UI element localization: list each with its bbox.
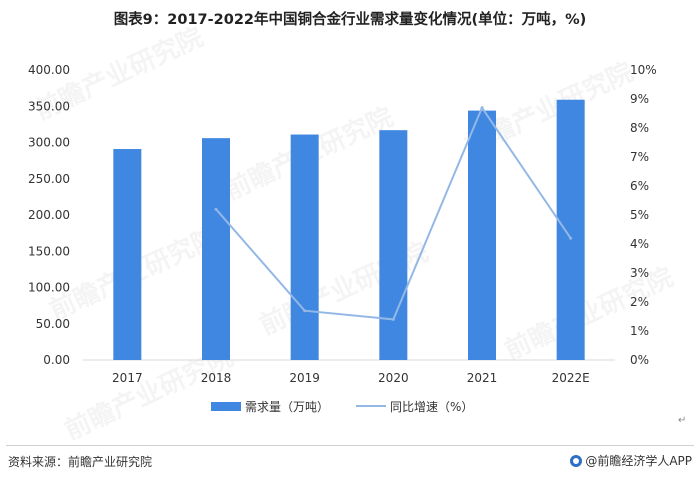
bar-2021 xyxy=(468,110,496,360)
legend-line-label: 同比增速（%） xyxy=(390,400,473,414)
left-tick-label: 400.00 xyxy=(28,63,70,77)
left-tick-label: 200.00 xyxy=(28,208,70,222)
growth-point-2020 xyxy=(391,317,395,321)
right-tick-label: 2% xyxy=(630,295,649,309)
left-tick-label: 0.00 xyxy=(43,353,70,367)
return-mark: ↵ xyxy=(678,415,687,426)
x-tick-label: 2018 xyxy=(201,371,232,385)
right-tick-label: 9% xyxy=(630,92,649,106)
right-tick-label: 3% xyxy=(630,266,649,280)
bar-2017 xyxy=(113,149,142,360)
footer-divider xyxy=(6,445,694,446)
right-tick-label: 5% xyxy=(630,208,649,222)
left-tick-label: 50.00 xyxy=(36,317,70,331)
growth-point-2018 xyxy=(214,207,218,211)
right-tick-label: 10% xyxy=(630,63,657,77)
right-tick-label: 1% xyxy=(630,324,649,338)
x-tick-label: 2022E xyxy=(552,371,590,385)
bar-2018 xyxy=(202,138,230,360)
chart-title: 图表9：2017-2022年中国铜合金行业需求量变化情况(单位：万吨，%) xyxy=(113,12,587,28)
legend-bar-label: 需求量（万吨） xyxy=(245,400,329,414)
left-tick-label: 300.00 xyxy=(28,136,70,150)
x-tick-label: 2020 xyxy=(378,371,409,385)
right-tick-label: 0% xyxy=(630,353,649,367)
left-tick-label: 100.00 xyxy=(28,281,70,295)
growth-point-2021 xyxy=(480,106,484,110)
left-axis-ticks: 0.00 50.00 100.00 150.00 200.00 250.00 300.00 3… xyxy=(28,63,70,367)
watermark-text: 前瞻产业研究院 xyxy=(500,261,678,366)
growth-point-2022E xyxy=(569,236,573,240)
bar-2022E xyxy=(556,99,585,360)
growth-point-2019 xyxy=(303,309,307,313)
x-tick-label: 2019 xyxy=(289,371,320,385)
right-axis-ticks: 0% 1% 2% 3% 4% 5% 6% 7% 8% 9% 10% xyxy=(630,63,657,367)
bar-2019 xyxy=(290,134,319,360)
right-tick-label: 8% xyxy=(630,121,649,135)
source-text: 资料来源：前瞻产业研究院 xyxy=(8,455,153,469)
x-tick-label: 2021 xyxy=(467,371,498,385)
legend: 需求量（万吨） 同比增速（%） xyxy=(211,400,473,414)
chart-svg: 前瞻产业研究院前瞻产业研究院前瞻产业研究院前瞻产业研究院前瞻产业研究院前瞻产业研… xyxy=(28,21,678,440)
line-series xyxy=(214,105,573,321)
legend-bar-swatch xyxy=(211,402,241,411)
left-tick-label: 350.00 xyxy=(28,99,70,113)
x-axis-ticks: 2017 2018 2019 2020 2021 2022E xyxy=(112,371,590,385)
right-tick-label: 6% xyxy=(630,179,649,193)
qianzhan-logo-icon xyxy=(570,454,583,467)
left-tick-label: 150.00 xyxy=(28,244,70,258)
bar-2020 xyxy=(379,130,408,360)
right-tick-label: 4% xyxy=(630,237,649,251)
right-tick-label: 7% xyxy=(630,150,649,164)
brand-text: @前瞻经济学人APP xyxy=(585,454,692,468)
brand: @前瞻经济学人APP xyxy=(570,452,692,469)
x-tick-label: 2017 xyxy=(112,371,143,385)
left-tick-label: 250.00 xyxy=(28,172,70,186)
bar-series xyxy=(113,99,585,360)
